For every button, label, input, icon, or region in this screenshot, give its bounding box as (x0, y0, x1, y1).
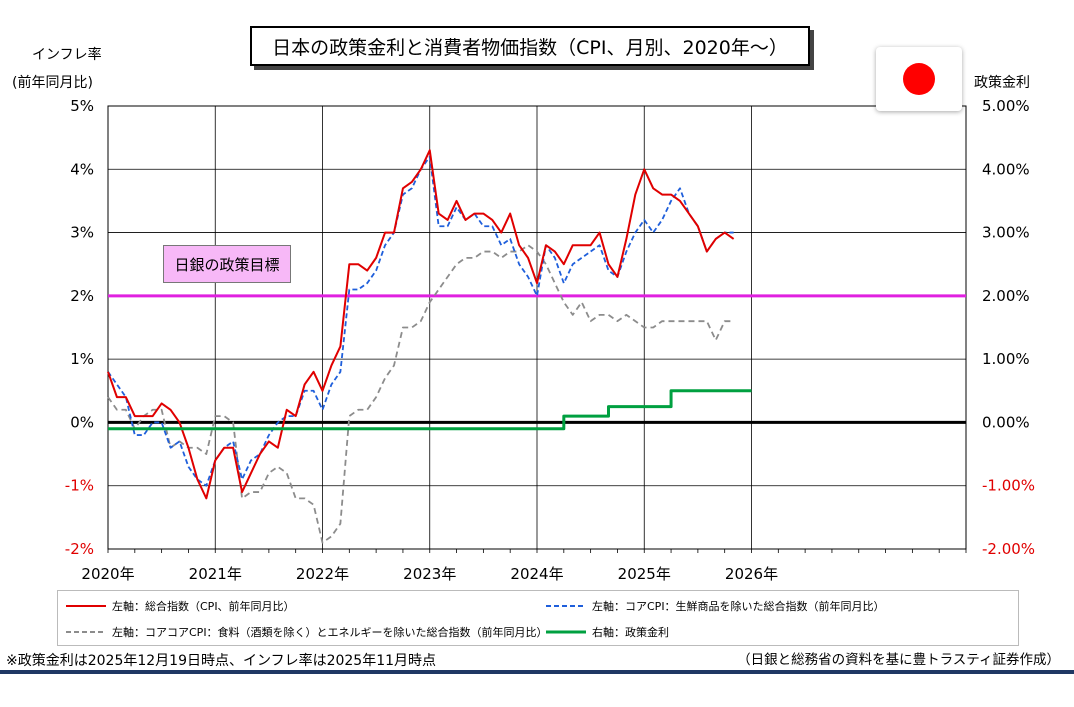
left-axis-title-1: インフレ率 (32, 47, 102, 63)
right-tick-label: 5.00% (982, 97, 1030, 115)
legend-swatch-corecore (66, 631, 106, 633)
bottom-rule (0, 670, 1074, 674)
x-tick-label: 2025年 (618, 565, 671, 583)
legend-label-headline: 左軸：総合指数（CPI、前年同月比） (112, 600, 295, 613)
x-tick-label: 2024年 (510, 565, 563, 583)
left-tick-label: 2% (70, 287, 94, 305)
footnote: ※政策金利は2025年12月19日時点、インフレ率は2025年11月時点 (6, 653, 437, 669)
x-tick-label: 2022年 (296, 565, 349, 583)
japan-flag-icon (903, 63, 935, 95)
legend-swatch-policy (546, 630, 586, 634)
right-tick-label: 4.00% (982, 160, 1030, 178)
legend-item-core: 左軸：コアCPI：生鮮商品を除いた総合指数（前年同月比） (546, 598, 885, 614)
right-tick-label: -2.00% (982, 540, 1035, 558)
series-policy-line (108, 389, 752, 431)
right-tick-label: -1.00% (982, 477, 1035, 495)
legend-label-core: 左軸：コアCPI：生鮮商品を除いた総合指数（前年同月比） (592, 600, 885, 613)
left-tick-label: -2% (65, 540, 94, 558)
legend-swatch-headline (66, 605, 106, 607)
left-tick-label: 1% (70, 350, 94, 368)
chart-legend: 左軸：総合指数（CPI、前年同月比） 左軸：コアCPI：生鮮商品を除いた総合指数… (57, 590, 1019, 646)
right-tick-label: 3.00% (982, 224, 1030, 242)
chart-title: 日本の政策金利と消費者物価指数（CPI、月別、2020年～） (250, 26, 810, 66)
left-tick-label: 3% (70, 224, 94, 242)
left-axis-title-2: (前年同月比) (12, 75, 93, 91)
japan-flag (876, 47, 962, 111)
source-note: （日銀と総務省の資料を基に豊トラスティ証券作成） (737, 652, 1060, 668)
legend-item-corecore: 左軸：コアコアCPI：食料（酒類を除く）とエネルギーを除いた総合指数（前年同月比… (66, 624, 548, 640)
left-tick-label: 5% (70, 97, 94, 115)
legend-item-headline: 左軸：総合指数（CPI、前年同月比） (66, 598, 295, 614)
right-tick-label: 2.00% (982, 287, 1030, 305)
left-tick-label: -1% (65, 477, 94, 495)
boj-target-label: 日銀の政策目標 (163, 245, 291, 283)
x-tick-label: 2023年 (403, 565, 456, 583)
legend-label-policy: 右軸：政策金利 (592, 626, 669, 639)
x-tick-label: 2026年 (725, 565, 778, 583)
x-tick-label: 2020年 (81, 565, 134, 583)
legend-item-policy: 右軸：政策金利 (546, 624, 669, 640)
right-tick-label: 0.00% (982, 413, 1030, 431)
right-axis-title: 政策金利 (974, 75, 1030, 91)
series-corecore-line (107, 244, 734, 544)
series-headline-line (107, 149, 735, 500)
legend-swatch-core (546, 605, 586, 607)
right-tick-label: 1.00% (982, 350, 1030, 368)
legend-label-corecore: 左軸：コアコアCPI：食料（酒類を除く）とエネルギーを除いた総合指数（前年同月比… (112, 626, 548, 639)
left-tick-label: 0% (70, 413, 94, 431)
left-tick-label: 4% (70, 160, 94, 178)
x-tick-label: 2021年 (189, 565, 242, 583)
